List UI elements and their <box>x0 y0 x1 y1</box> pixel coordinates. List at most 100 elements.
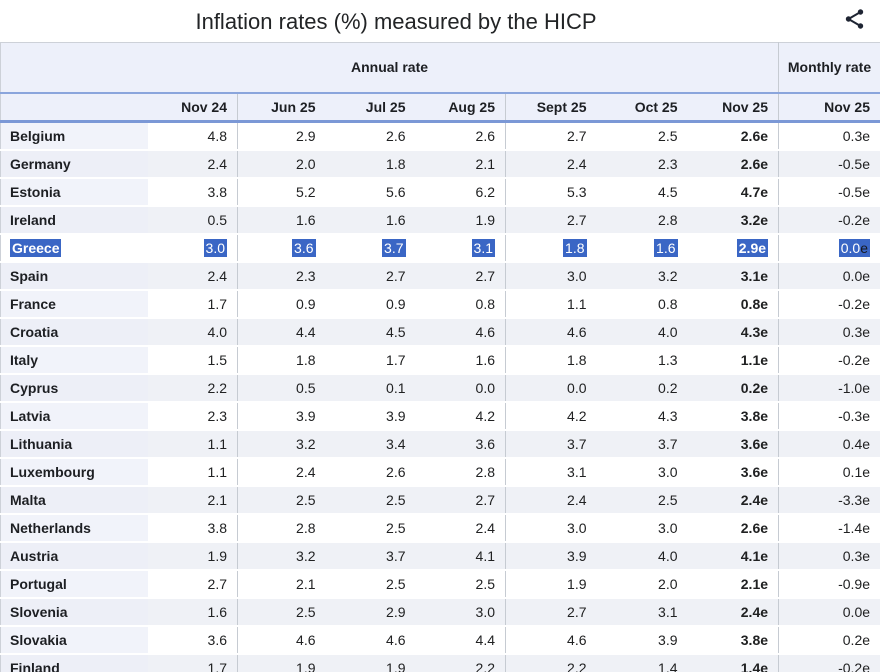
annual-value-cell: 2.4 <box>505 150 597 178</box>
annual-value-cell: 4.6 <box>505 626 597 654</box>
annual-value-cell: 2.6 <box>325 121 416 150</box>
annual-value-cell: 2.1 <box>237 570 326 598</box>
country-cell: Lithuania <box>0 430 148 458</box>
annual-value-cell: 3.0 <box>505 514 597 542</box>
annual-value-cell: 2.5 <box>596 121 688 150</box>
country-cell: Estonia <box>0 178 148 206</box>
annual-value-cell: 3.8 <box>147 178 238 206</box>
annual-value-cell: 1.7 <box>147 290 238 318</box>
annual-value-cell: 2.1 <box>415 150 506 178</box>
annual-value-cell: 4.2 <box>415 402 506 430</box>
table-row: Ireland 0.5 1.6 1.6 1.9 2.7 2.8 3.2e -0.2e <box>0 206 880 234</box>
annual-value-cell: 1.9 <box>505 570 597 598</box>
annual-value-cell: 0.0 <box>505 374 597 402</box>
annual-value-cell: 3.2 <box>237 430 326 458</box>
annual-value-cell: 3.6 <box>237 234 326 262</box>
country-cell: Ireland <box>0 206 148 234</box>
inflation-table: Annual rate Monthly rate Nov 24 Jun 25 Jul… <box>0 42 880 672</box>
annual-value-cell: 3.7 <box>325 234 416 262</box>
col-header: Nov 24 <box>147 93 238 123</box>
annual-value-cell: 3.9 <box>325 402 416 430</box>
annual-value-cell: 3.0 <box>415 598 506 626</box>
annual-value-cell: 4.7e <box>687 178 780 206</box>
annual-value-cell: 2.5 <box>325 570 416 598</box>
table-row: Spain 2.4 2.3 2.7 2.7 3.0 3.2 3.1e 0.0e <box>0 262 880 290</box>
annual-value-cell: 0.5 <box>237 374 326 402</box>
table-row: France 1.7 0.9 0.9 0.8 1.1 0.8 0.8e -0.2e <box>0 290 880 318</box>
annual-value-cell: 2.5 <box>415 570 506 598</box>
monthly-value-cell: -0.2e <box>778 290 880 318</box>
annual-value-cell: 4.0 <box>147 318 238 346</box>
annual-value-cell: 5.2 <box>237 178 326 206</box>
country-cell: Netherlands <box>0 514 148 542</box>
annual-value-cell: 2.3 <box>596 150 688 178</box>
corner-cell <box>0 93 148 123</box>
annual-value-cell: 3.9 <box>596 626 688 654</box>
annual-value-cell: 2.7 <box>505 206 597 234</box>
monthly-value-cell: 0.3e <box>778 121 880 150</box>
annual-value-cell: 2.1 <box>147 486 238 514</box>
annual-value-cell: 2.4 <box>505 486 597 514</box>
annual-value-cell: 2.8 <box>237 514 326 542</box>
annual-value-cell: 3.6 <box>415 430 506 458</box>
table-row: Croatia 4.0 4.4 4.5 4.6 4.6 4.0 4.3e 0.3e <box>0 318 880 346</box>
col-header: Oct 25 <box>596 93 688 123</box>
annual-value-cell: 2.7 <box>505 598 597 626</box>
monthly-value-cell: 0.3e <box>778 542 880 570</box>
annual-value-cell: 6.2 <box>415 178 506 206</box>
annual-value-cell: 3.6 <box>147 626 238 654</box>
table-row: Finland 1.7 1.9 1.9 2.2 2.2 1.4 1.4e -0.2e <box>0 654 880 672</box>
monthly-value-cell: -3.3e <box>778 486 880 514</box>
annual-value-cell: 3.9 <box>505 542 597 570</box>
annual-value-cell: 1.7 <box>147 654 238 672</box>
annual-value-cell: 1.8 <box>505 234 597 262</box>
country-cell: Slovenia <box>0 598 148 626</box>
annual-value-cell: 0.9 <box>325 290 416 318</box>
annual-value-cell: 1.8 <box>237 346 326 374</box>
annual-value-cell: 1.7 <box>325 346 416 374</box>
annual-value-cell: 3.2 <box>596 262 688 290</box>
annual-value-cell: 3.4 <box>325 430 416 458</box>
annual-value-cell: 5.3 <box>505 178 597 206</box>
annual-value-cell: 1.6 <box>325 206 416 234</box>
annual-value-cell: 1.1e <box>687 346 780 374</box>
table-row: Estonia 3.8 5.2 5.6 6.2 5.3 4.5 4.7e -0.5e <box>0 178 880 206</box>
annual-value-cell: 1.6 <box>415 346 506 374</box>
country-cell: Cyprus <box>0 374 148 402</box>
country-cell: Slovakia <box>0 626 148 654</box>
annual-value-cell: 2.9e <box>687 234 780 262</box>
col-header: Nov 25 <box>778 93 880 123</box>
annual-value-cell: 1.3 <box>596 346 688 374</box>
annual-value-cell: 1.4e <box>687 654 780 672</box>
annual-value-cell: 2.9 <box>237 121 326 150</box>
annual-value-cell: 0.2 <box>596 374 688 402</box>
annual-value-cell: 3.0 <box>505 262 597 290</box>
column-header-row: Nov 24 Jun 25 Jul 25 Aug 25 Sept 25 Oct 25 Nov… <box>0 93 880 123</box>
annual-value-cell: 0.8e <box>687 290 780 318</box>
annual-value-cell: 3.9 <box>237 402 326 430</box>
annual-value-cell: 0.8 <box>596 290 688 318</box>
table-row: Lithuania 1.1 3.2 3.4 3.6 3.7 3.7 3.6e 0.4e <box>0 430 880 458</box>
monthly-value-cell: 0.2e <box>778 626 880 654</box>
country-cell: Greece <box>0 234 148 262</box>
annual-value-cell: 3.1 <box>415 234 506 262</box>
annual-value-cell: 1.8 <box>505 346 597 374</box>
col-header: Jul 25 <box>325 93 416 123</box>
annual-value-cell: 2.5 <box>596 486 688 514</box>
share-icon[interactable] <box>843 7 867 31</box>
table-row: Slovenia 1.6 2.5 2.9 3.0 2.7 3.1 2.4e 0.0e <box>0 598 880 626</box>
annual-value-cell: 3.7 <box>325 542 416 570</box>
annual-value-cell: 1.9 <box>415 206 506 234</box>
table-row: Portugal 2.7 2.1 2.5 2.5 1.9 2.0 2.1e -0.9e <box>0 570 880 598</box>
annual-value-cell: 2.7 <box>415 262 506 290</box>
col-header: Sept 25 <box>505 93 597 123</box>
annual-value-cell: 0.0 <box>415 374 506 402</box>
annual-value-cell: 3.7 <box>505 430 597 458</box>
annual-value-cell: 2.0 <box>596 570 688 598</box>
annual-value-cell: 2.6 <box>325 458 416 486</box>
table-row: Greece 3.0 3.6 3.7 3.1 1.8 1.6 2.9e 0.0e <box>0 234 880 262</box>
annual-value-cell: 2.5 <box>237 598 326 626</box>
annual-value-cell: 4.5 <box>325 318 416 346</box>
annual-value-cell: 4.6 <box>505 318 597 346</box>
annual-value-cell: 1.6 <box>596 234 688 262</box>
